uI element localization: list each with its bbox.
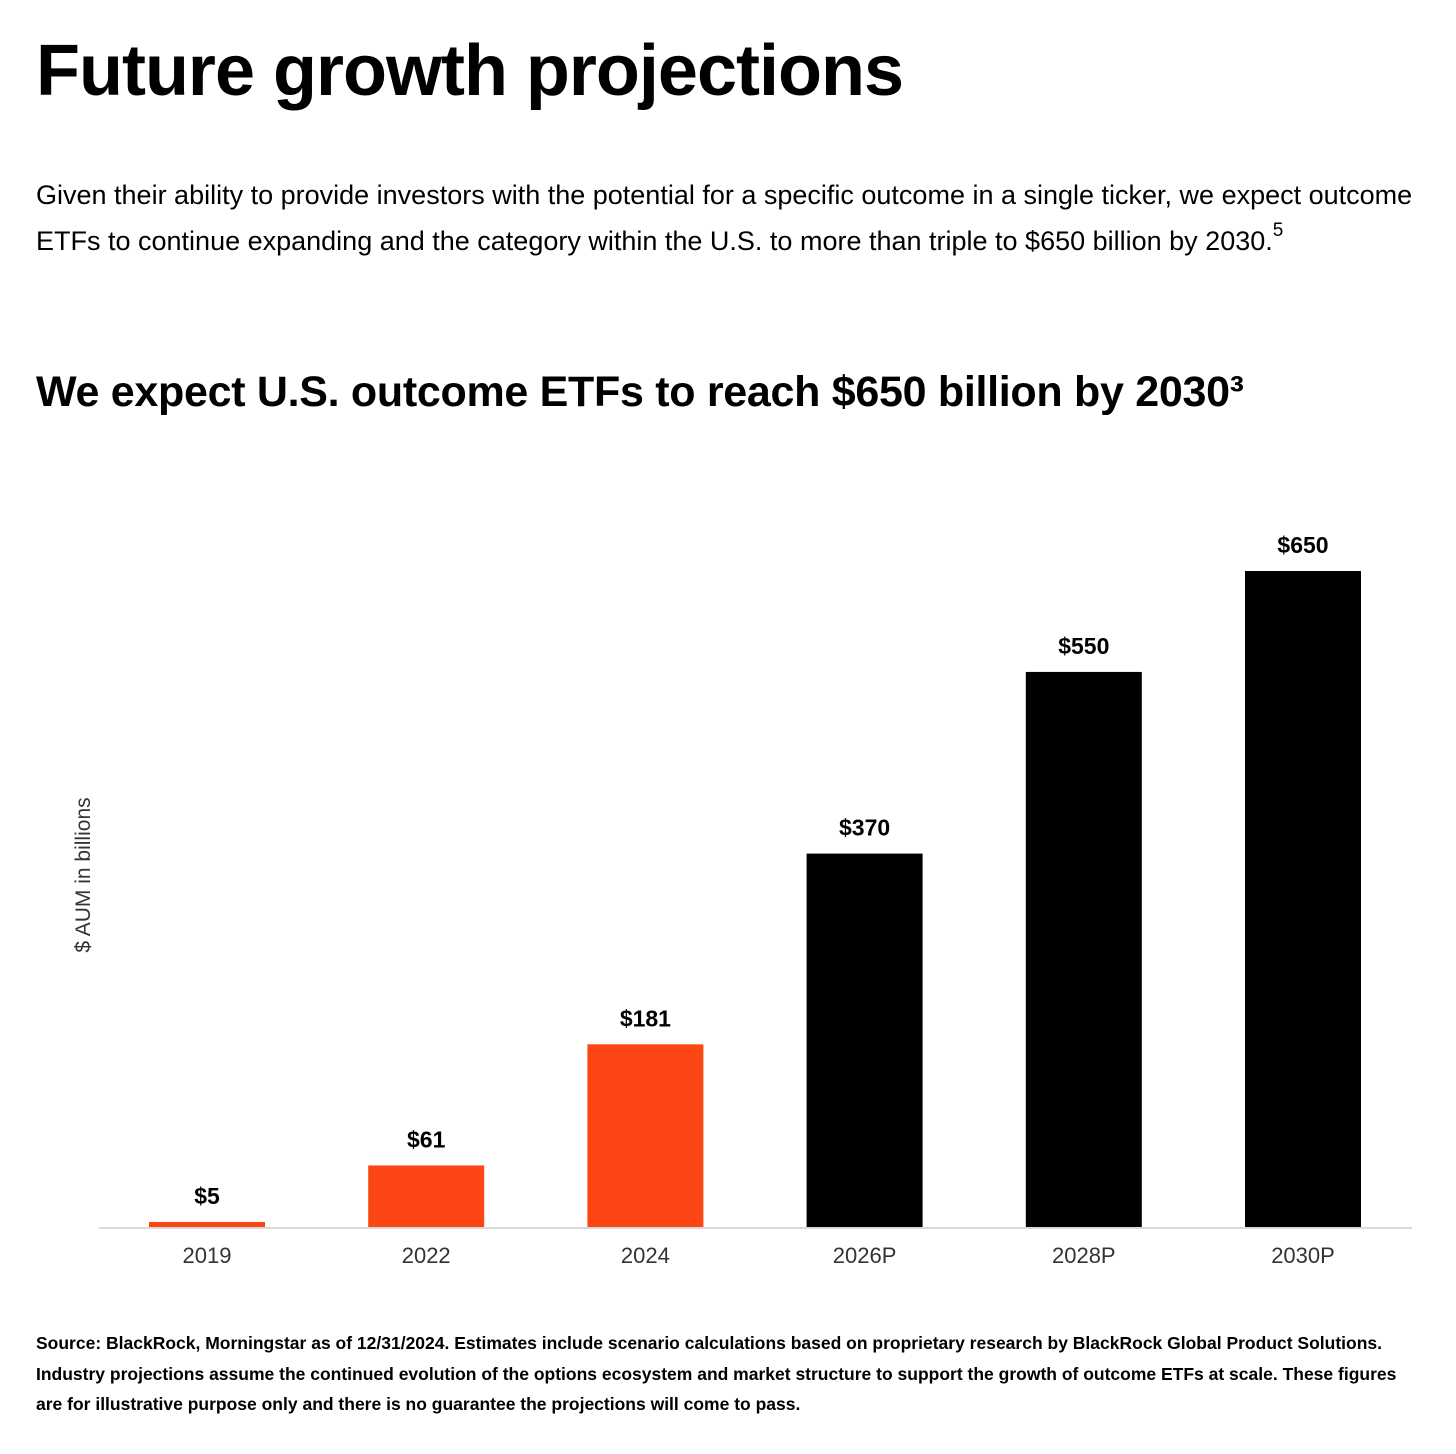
x-tick-label-2030p: 2030P — [1271, 1243, 1335, 1268]
intro-paragraph: Given their ability to provide investors… — [36, 172, 1416, 264]
y-axis-label: $ AUM in billions — [72, 797, 95, 952]
source-footnote: Source: BlackRock, Morningstar as of 12/… — [36, 1333, 1397, 1414]
intro-text: Given their ability to provide investors… — [36, 180, 1413, 256]
bar-2026p — [806, 853, 923, 1227]
value-labels-group: $5 $61 $181 $370 $550 $650 — [194, 532, 1328, 1209]
x-tick-label-2019: 2019 — [183, 1243, 232, 1268]
value-label-2026p: $370 — [839, 815, 890, 841]
bar-2019 — [149, 1221, 265, 1227]
value-label-2028p: $550 — [1058, 633, 1109, 659]
value-label-2019: $5 — [194, 1183, 220, 1209]
bar-2022 — [368, 1165, 485, 1227]
intro-footnote-ref[interactable]: 5 — [1272, 220, 1284, 241]
x-tick-label-2022: 2022 — [402, 1243, 451, 1268]
chart-title: We expect U.S. outcome ETFs to reach $65… — [36, 368, 1244, 416]
page-title: Future growth projections — [36, 31, 904, 111]
value-label-2022: $61 — [407, 1126, 446, 1152]
value-label-2030p: $650 — [1277, 532, 1328, 558]
x-tick-label-2024: 2024 — [621, 1243, 670, 1268]
bar-2030p — [1245, 571, 1361, 1227]
bars-group — [149, 571, 1361, 1227]
tick-labels-group: 2019 2022 2024 2026P 2028P 2030P — [183, 1243, 1335, 1268]
x-tick-label-2026p: 2026P — [833, 1243, 897, 1268]
x-tick-label-2028p: 2028P — [1052, 1243, 1116, 1268]
bar-2028p — [1025, 671, 1142, 1227]
bar-chart: $ AUM in billions $5$61$181$370$550$650 … — [72, 532, 1412, 1268]
value-label-2024: $181 — [620, 1005, 671, 1031]
bar-2024 — [587, 1044, 704, 1227]
